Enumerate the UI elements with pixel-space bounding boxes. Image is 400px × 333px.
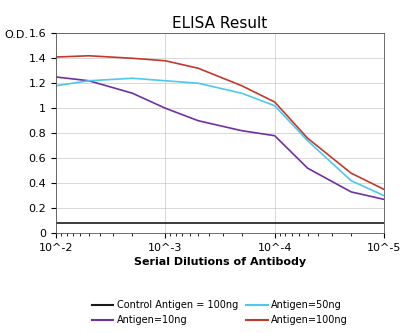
Title: ELISA Result: ELISA Result: [172, 16, 268, 31]
X-axis label: Serial Dilutions of Antibody: Serial Dilutions of Antibody: [134, 257, 306, 267]
Legend: Control Antigen = 100ng, Antigen=10ng, Antigen=50ng, Antigen=100ng: Control Antigen = 100ng, Antigen=10ng, A…: [89, 297, 351, 328]
Text: O.D.: O.D.: [4, 30, 28, 40]
